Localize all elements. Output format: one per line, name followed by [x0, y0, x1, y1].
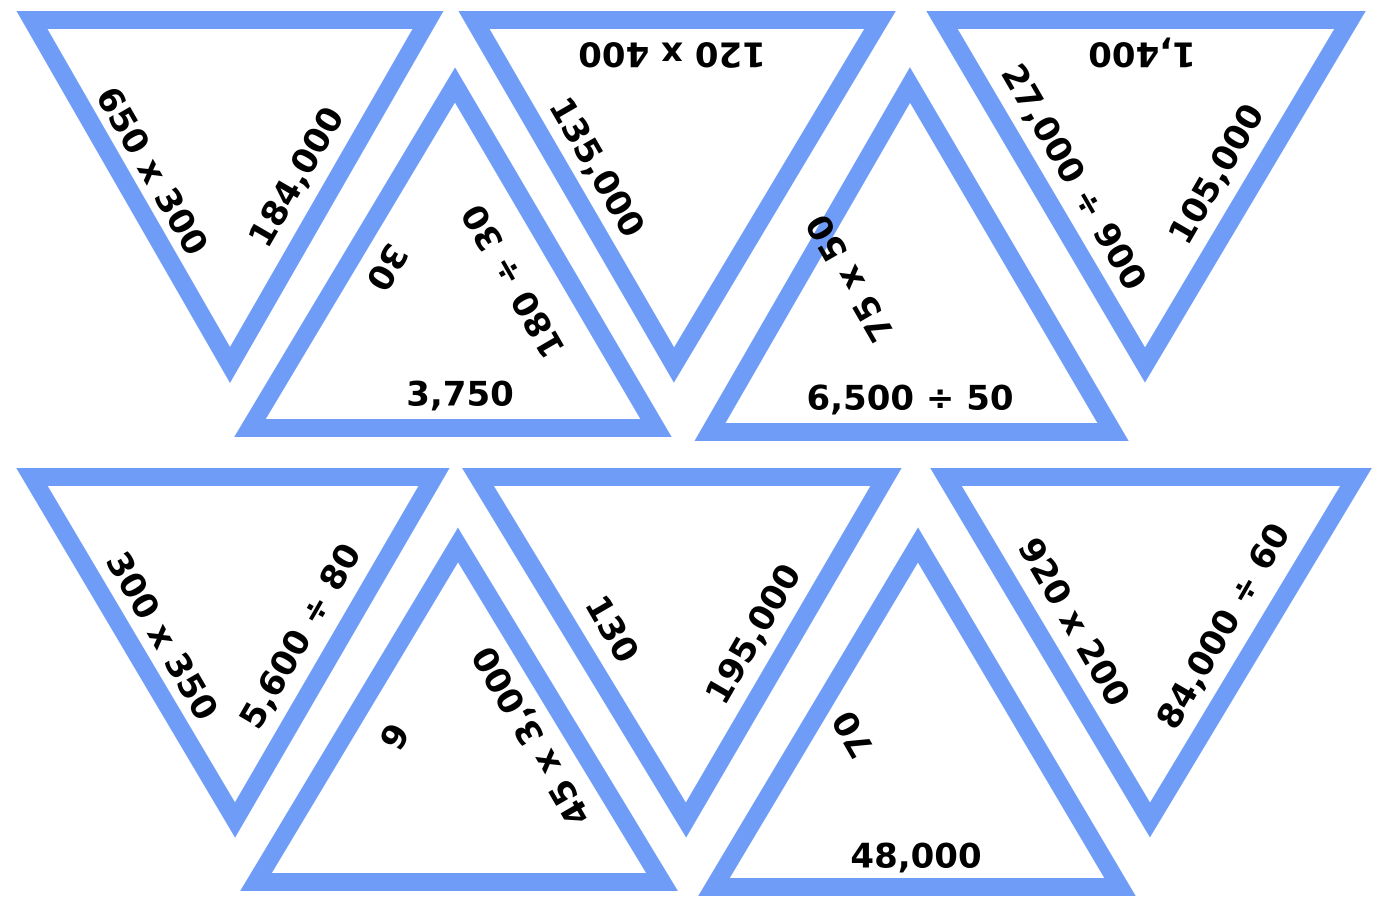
bottom-row-triangle-1 [16, 468, 450, 838]
bottom-row-triangle-4 [698, 527, 1136, 896]
bottom-row-triangle-2 [240, 527, 678, 891]
bottom-row-triangle-5 [930, 468, 1372, 838]
label-3750: 3,750 [406, 375, 514, 415]
top-row-triangle-3 [458, 11, 896, 383]
label-1400: 1,400 [1088, 34, 1196, 74]
label-6500div50: 6,500 ÷ 50 [806, 379, 1013, 419]
top-row-triangle-2 [234, 67, 672, 437]
top-row-triangle-1 [16, 10, 444, 384]
label-48000: 48,000 [850, 837, 981, 877]
top-row-triangle-5 [926, 11, 1366, 383]
bottom-row-triangle-3 [462, 468, 902, 838]
top-row-triangle-4 [694, 67, 1129, 441]
label-120x400: 120 x 400 [578, 34, 766, 74]
